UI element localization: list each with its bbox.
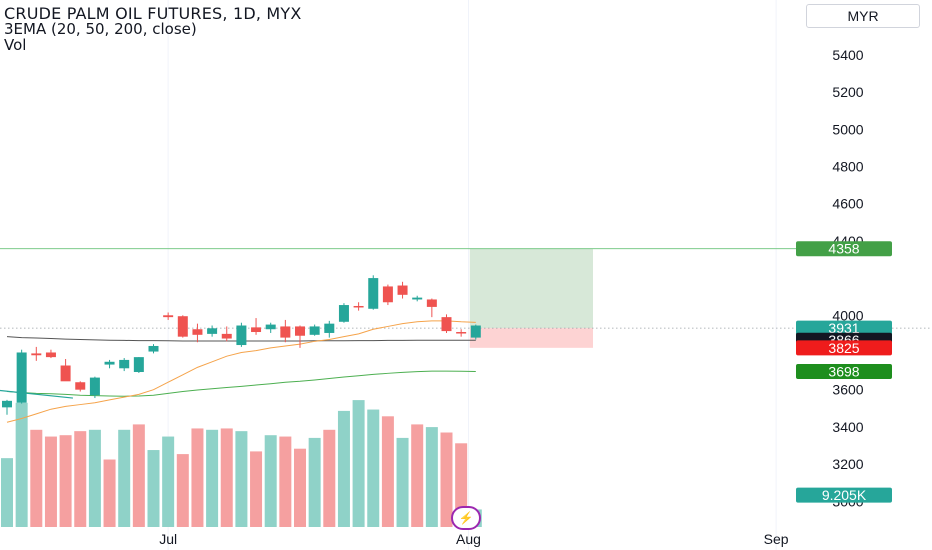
x-tick-label: Sep [764, 531, 789, 547]
candle-body [207, 328, 218, 334]
y-tick-label: 3600 [832, 382, 863, 398]
price-label: 3698 [828, 363, 859, 379]
volume-bar [279, 436, 292, 527]
candle-body [89, 377, 100, 396]
candle-body [338, 305, 349, 322]
volume-bar [381, 416, 394, 527]
volume-bar [118, 429, 131, 527]
volume-bar [294, 448, 306, 527]
candle-body [324, 323, 335, 333]
candle-body [426, 299, 437, 307]
ema20-line [6, 320, 476, 423]
candle-body [295, 326, 305, 336]
x-tick-label: Aug [456, 531, 481, 547]
y-tick-label: 5000 [832, 121, 863, 137]
volume-bar [264, 435, 277, 527]
candle-body [104, 361, 115, 365]
candle-body [265, 324, 276, 330]
volume-bar [220, 428, 233, 527]
candle-body [133, 357, 144, 373]
volume-bar [147, 450, 160, 527]
candle-body [192, 329, 203, 335]
price-label-box [796, 340, 892, 356]
y-tick-label: 5400 [832, 47, 863, 63]
volume-bar [59, 435, 72, 527]
volume-bar [235, 431, 248, 527]
volume-bar [74, 431, 87, 527]
price-label-box [796, 241, 892, 257]
price-label: 3825 [828, 340, 859, 356]
candle-body [177, 316, 188, 337]
candle-body [470, 325, 481, 338]
candle-body [16, 352, 27, 403]
candle-body [148, 345, 159, 352]
target-zone [469, 248, 593, 329]
volume-bar [132, 424, 145, 527]
y-tick-label: 5200 [832, 84, 863, 100]
volume-bar [411, 424, 424, 527]
candle-body [31, 353, 42, 356]
x-tick-label: Jul [159, 531, 177, 547]
candle-body [2, 400, 12, 408]
volume-bar [176, 454, 189, 527]
volume-bar [206, 429, 219, 527]
volume-bar [103, 459, 116, 527]
lightning-icon[interactable]: ⚡ [451, 506, 481, 530]
volume-bar [396, 437, 409, 527]
price-label: 4358 [828, 241, 859, 257]
y-tick-label: 4000 [832, 307, 863, 323]
volume-legend[interactable]: Vol [4, 36, 27, 54]
candle-body [163, 315, 174, 318]
volume-bar [440, 432, 453, 527]
volume-bar [337, 410, 350, 527]
candle-body [60, 365, 71, 382]
volume-bar [44, 436, 57, 527]
volume-bar [1, 458, 13, 527]
candle-body [236, 325, 247, 346]
y-tick-label: 4600 [832, 196, 863, 212]
chart-title: CRUDE PALM OIL FUTURES, 1D, MYX [4, 4, 302, 23]
indicator-legend[interactable]: 3EMA (20, 50, 200, close) [4, 20, 197, 38]
y-tick-label: 3200 [832, 456, 863, 472]
y-tick-label: 4800 [832, 158, 863, 174]
candle-body [221, 333, 232, 339]
axis-mask [795, 530, 932, 550]
volume-bar [367, 409, 380, 527]
volume-bar [250, 451, 263, 527]
price-label: 9.205K [822, 487, 867, 503]
candle-body [45, 352, 56, 358]
volume-bar [308, 437, 321, 527]
trend-line [0, 389, 73, 399]
volume-bar [425, 427, 438, 527]
price-label-box [796, 363, 892, 379]
candle-body [456, 332, 467, 334]
candle-body [280, 326, 291, 338]
candle-body [412, 297, 423, 300]
candle-body [251, 327, 262, 333]
volume-bar [162, 436, 175, 527]
ema50-line [6, 370, 476, 397]
price-label-box [796, 487, 892, 503]
candle-body [368, 278, 379, 309]
candle-body [119, 359, 130, 369]
stop-zone [469, 328, 593, 348]
volume-bar [191, 428, 204, 527]
volume-bar [15, 402, 28, 527]
candle-body [353, 305, 364, 308]
volume-bar [88, 429, 101, 527]
volume-bar [352, 400, 365, 527]
y-tick-label: 3400 [832, 419, 863, 435]
candle-body [441, 317, 452, 332]
candle-body [397, 285, 408, 295]
price-label-box [796, 320, 892, 336]
currency-selector[interactable]: MYR [806, 4, 920, 28]
candle-body [75, 382, 86, 390]
volume-bar [30, 429, 43, 527]
price-label: 3931 [828, 320, 859, 336]
candle-body [309, 326, 320, 335]
volume-bar [323, 429, 336, 527]
candle-body [382, 286, 393, 303]
